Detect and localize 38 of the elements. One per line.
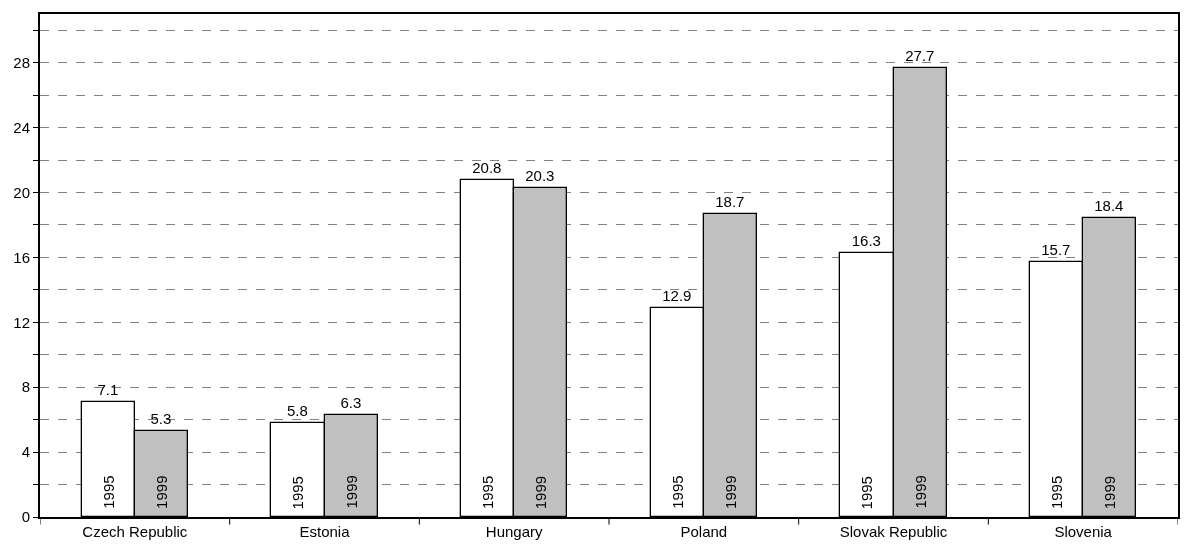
text: 1995 bbox=[479, 475, 497, 510]
y-tick-label: 8 bbox=[21, 378, 30, 396]
data-label: 5.8 bbox=[286, 402, 308, 420]
x-tick-label: Hungary bbox=[485, 523, 544, 540]
data-label: 27.7 bbox=[905, 47, 935, 65]
series-label: 1999 bbox=[532, 475, 550, 510]
data-label: 20.3 bbox=[525, 167, 555, 185]
x-tick-label: Slovenia bbox=[1054, 523, 1113, 540]
x-tick-label: Slovak Republic bbox=[839, 523, 948, 540]
y-tick-label: 24 bbox=[13, 118, 30, 136]
data-label: 20.8 bbox=[472, 159, 502, 177]
data-label: 18.4 bbox=[1094, 197, 1124, 215]
text: 1995 bbox=[858, 476, 876, 510]
data-label: 15.7 bbox=[1041, 241, 1071, 259]
x-tick-label: Poland bbox=[680, 523, 728, 540]
y-tick-label: 12 bbox=[13, 313, 30, 331]
x-tick-label: Czech Republic bbox=[82, 523, 188, 540]
text: 1999 bbox=[342, 475, 360, 509]
data-label: 7.1 bbox=[97, 381, 119, 399]
text: 1995 bbox=[99, 475, 117, 509]
series-label: 1995 bbox=[289, 476, 307, 510]
data-label: 12.9 bbox=[662, 287, 692, 305]
data-label: 18.7 bbox=[715, 193, 745, 211]
x-tick-label: Estonia bbox=[299, 523, 351, 540]
data-label: 6.3 bbox=[340, 394, 362, 412]
y-tick-label: 28 bbox=[13, 53, 30, 71]
y-tick-label: 16 bbox=[13, 248, 30, 266]
text: 1999 bbox=[721, 475, 739, 509]
text: 1999 bbox=[911, 475, 929, 509]
data-label: 16.3 bbox=[851, 232, 881, 250]
text: 1999 bbox=[152, 475, 170, 509]
y-tick-label: 20 bbox=[13, 183, 30, 201]
text: 1995 bbox=[668, 475, 686, 509]
y-tick-label: 4 bbox=[21, 443, 30, 461]
y-tick-label: 0 bbox=[21, 508, 30, 526]
data-label: 5.3 bbox=[150, 410, 172, 428]
text: 1999 bbox=[1101, 475, 1119, 510]
text: 1995 bbox=[1048, 475, 1066, 510]
